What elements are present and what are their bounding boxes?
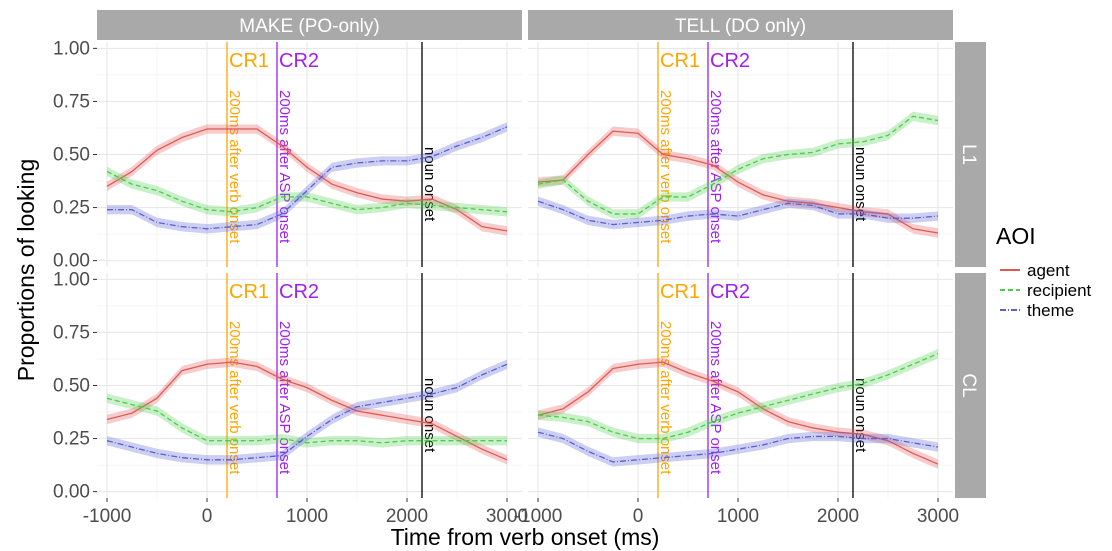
x-tick-label: -1000: [514, 506, 563, 527]
x-tick-label: 2000: [386, 506, 428, 527]
axes-layer: 0.000.250.500.751.000.000.250.500.751.00…: [53, 38, 959, 527]
line-agent: [537, 361, 939, 465]
y-tick-label: 1.00: [53, 269, 90, 290]
column-strip-right: [528, 10, 953, 40]
reference-line-text: noun onset: [421, 147, 438, 222]
x-tick-label: 1000: [286, 506, 328, 527]
reference-line-head: CR2: [279, 281, 319, 303]
y-tick-label: 0.25: [53, 429, 90, 450]
panel-0: CR1 200ms after verb onset CR2 200ms after …: [97, 42, 522, 267]
row-strip-bottom-label: CL: [958, 373, 979, 397]
reference-line-head: CR1: [660, 281, 700, 303]
ribbon-theme: [538, 427, 938, 467]
line-theme: [537, 431, 939, 463]
y-tick-label: 0.00: [53, 251, 90, 272]
reference-line-text: noun onset: [852, 147, 869, 222]
panel-3: CR1 200ms after verb onset CR2 200ms after …: [528, 273, 953, 498]
reference-line-text: 200ms after verb onset: [657, 90, 674, 244]
line-recipient: [537, 353, 939, 440]
x-tick-label: 3000: [486, 506, 528, 527]
column-strip-left-label: MAKE (PO-only): [239, 16, 379, 37]
reference-line-head: CR2: [279, 50, 319, 72]
panels-layer: CR1 200ms after verb onset CR2 200ms after …: [97, 42, 953, 498]
column-strip-left: [97, 10, 522, 40]
row-strip-top: [955, 42, 986, 267]
y-tick-label: 0.25: [53, 198, 90, 219]
ribbon-recipient: [107, 393, 507, 448]
y-axis-title: Proportions of looking: [13, 159, 39, 381]
line-recipient: [537, 115, 939, 215]
x-tick-label: 0: [633, 506, 644, 527]
line-theme: [107, 126, 508, 230]
line-recipient: [106, 397, 507, 444]
y-tick-label: 0.75: [53, 322, 90, 343]
legend-label-theme: theme: [1027, 301, 1074, 320]
reference-line-text: 200ms after verb onset: [226, 321, 243, 475]
reference-line-text: 200ms after verb onset: [226, 90, 243, 244]
ribbon-theme: [538, 196, 938, 230]
reference-line-text: 200ms after verb onset: [657, 321, 674, 475]
line-agent: [106, 128, 508, 232]
legend: AOI agent recipient theme: [996, 223, 1092, 320]
x-tick-label: 3000: [917, 506, 959, 527]
y-tick-label: 0.50: [53, 376, 90, 397]
reference-line-head: CR1: [229, 281, 269, 303]
reference-line-head: CR2: [710, 50, 750, 72]
x-tick-label: 2000: [817, 506, 859, 527]
line-theme: [537, 200, 939, 226]
ribbon-theme: [107, 359, 507, 465]
legend-label-recipient: recipient: [1027, 281, 1092, 300]
row-strip-top-label: L1: [958, 144, 979, 165]
legend-label-agent: agent: [1027, 261, 1070, 280]
x-tick-label: -1000: [83, 506, 132, 527]
reference-line-text: noun onset: [421, 378, 438, 453]
reference-line-text: 200ms after ASP onset: [276, 321, 293, 475]
ribbon-recipient: [107, 166, 507, 217]
reference-line-head: CR1: [229, 50, 269, 72]
line-theme: [106, 363, 508, 461]
y-tick-label: 0.50: [53, 145, 90, 166]
row-strip-bottom: [955, 273, 986, 498]
reference-line-text: 200ms after ASP onset: [276, 90, 293, 244]
reference-line-head: CR1: [660, 50, 700, 72]
column-strip-right-label: TELL (DO only): [675, 16, 806, 37]
y-tick-label: 0.00: [53, 482, 90, 503]
line-agent: [106, 361, 508, 461]
facet-strips: MAKE (PO-only) TELL (DO only) L1 CL: [97, 10, 986, 498]
line-agent: [537, 130, 939, 234]
ribbon-recipient: [538, 111, 938, 219]
y-tick-label: 0.75: [53, 91, 90, 112]
panel-2: CR1 200ms after verb onset CR2 200ms after …: [97, 273, 522, 498]
reference-line-head: CR2: [710, 281, 750, 303]
x-tick-label: 1000: [717, 506, 759, 527]
x-axis-title: Time from verb onset (ms): [391, 524, 660, 550]
line-recipient: [106, 170, 508, 213]
reference-line-text: 200ms after ASP onset: [707, 321, 724, 475]
x-tick-label: 0: [202, 506, 213, 527]
y-tick-label: 1.00: [53, 38, 90, 59]
legend-title: AOI: [996, 223, 1036, 249]
